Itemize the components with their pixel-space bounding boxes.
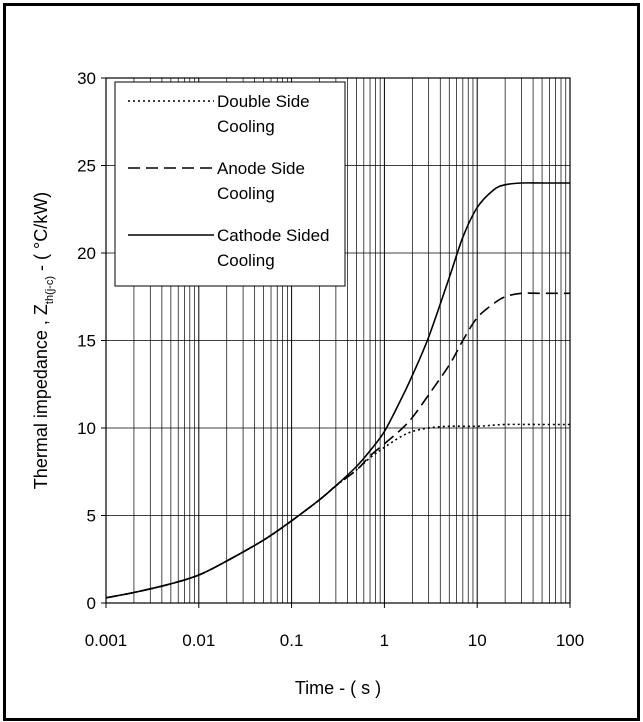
legend-label: Cathode Sided: [217, 226, 329, 245]
series-line-solid: [105, 182, 570, 599]
x-tick-label: 0.1: [280, 631, 304, 650]
y-axis-label: Thermal impedance , Zth(j-c) - ( °C/kW): [31, 192, 56, 489]
legend-label: Cooling: [217, 117, 275, 136]
x-tick-label: 0.01: [182, 631, 215, 650]
y-axis-label-subscript: th(j-c): [44, 276, 56, 304]
legend: Double Side Cooling Anode Side Cooling Catho…: [114, 81, 346, 287]
y-tick-label: 15: [77, 332, 96, 351]
legend-label: Anode Side: [217, 159, 305, 178]
y-tick-label: 5: [87, 507, 96, 526]
x-tick-label: 100: [556, 631, 584, 650]
x-tick-labels: 0.001 0.01 0.1 1 10 100: [85, 603, 584, 650]
legend-box: [114, 81, 346, 287]
x-axis-label: Time - ( s ): [295, 678, 381, 698]
series-line-dotted: [105, 423, 570, 599]
y-axis-label-unit: - ( °C/kW): [31, 192, 51, 276]
x-tick-label: 0.001: [85, 631, 128, 650]
y-tick-label: 30: [77, 69, 96, 88]
y-tick-label: 20: [77, 244, 96, 263]
legend-label: Cooling: [217, 251, 275, 270]
x-tick-label: 10: [468, 631, 487, 650]
y-tick-label: 25: [77, 157, 96, 176]
series-layer: [105, 182, 570, 599]
legend-label: Cooling: [217, 184, 275, 203]
y-axis-label-main: Thermal impedance , Z: [31, 304, 51, 489]
y-tick-label: 0: [87, 594, 96, 613]
x-tick-label: 1: [380, 631, 389, 650]
y-tick-label: 10: [77, 419, 96, 438]
legend-label: Double Side: [217, 92, 310, 111]
series-line-dashed: [105, 292, 570, 599]
y-tick-labels: 0 5 10 15 20 25 30: [77, 69, 106, 613]
